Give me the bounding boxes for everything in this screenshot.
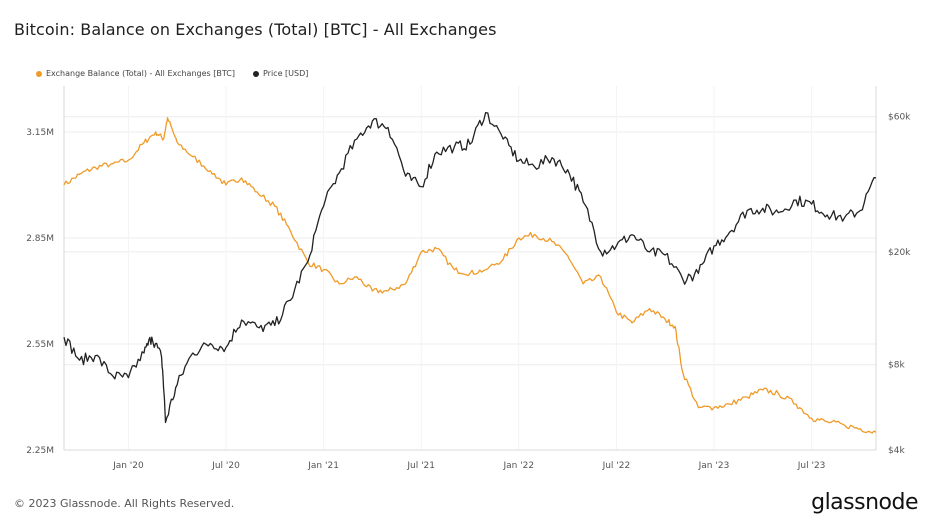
right-tick-label: $4k — [888, 446, 905, 456]
chart-legend: Exchange Balance (Total) - All Exchanges… — [36, 69, 308, 78]
x-tick-label: Jul '21 — [406, 461, 435, 471]
left-tick-label: 2.55M — [26, 340, 54, 350]
glassnode-logo: glassnode — [811, 490, 918, 515]
legend-label-price: Price [USD] — [262, 69, 309, 78]
x-tick-label: Jul '20 — [211, 461, 240, 471]
legend-item-price[interactable]: Price [USD] — [252, 69, 309, 78]
left-tick-label: 2.25M — [26, 446, 54, 456]
right-tick-label: $8k — [888, 361, 905, 371]
right-tick-label: $20k — [888, 248, 911, 258]
series-line-price — [63, 112, 877, 424]
left-tick-label: 3.15M — [26, 128, 54, 138]
left-tick-label: 2.85M — [26, 234, 54, 244]
legend-dot-balance — [36, 70, 42, 77]
x-tick-label: Jan '22 — [502, 461, 534, 471]
chart-title: Bitcoin: Balance on Exchanges (Total) [B… — [14, 20, 497, 39]
x-tick-label: Jul '23 — [797, 461, 826, 471]
legend-dot-price — [252, 70, 259, 77]
x-tick-label: Jan '20 — [112, 461, 144, 471]
x-tick-label: Jul '22 — [602, 461, 631, 471]
x-tick-label: Jan '23 — [698, 461, 730, 471]
legend-item-balance[interactable]: Exchange Balance (Total) - All Exchanges… — [36, 69, 235, 78]
legend-label-balance: Exchange Balance (Total) - All Exchanges… — [46, 69, 235, 78]
series-line-exchange-balance — [63, 117, 877, 434]
x-tick-label: Jan '21 — [307, 461, 339, 471]
right-tick-label: $60k — [888, 113, 911, 123]
copyright-footer: © 2023 Glassnode. All Rights Reserved. — [14, 497, 235, 510]
